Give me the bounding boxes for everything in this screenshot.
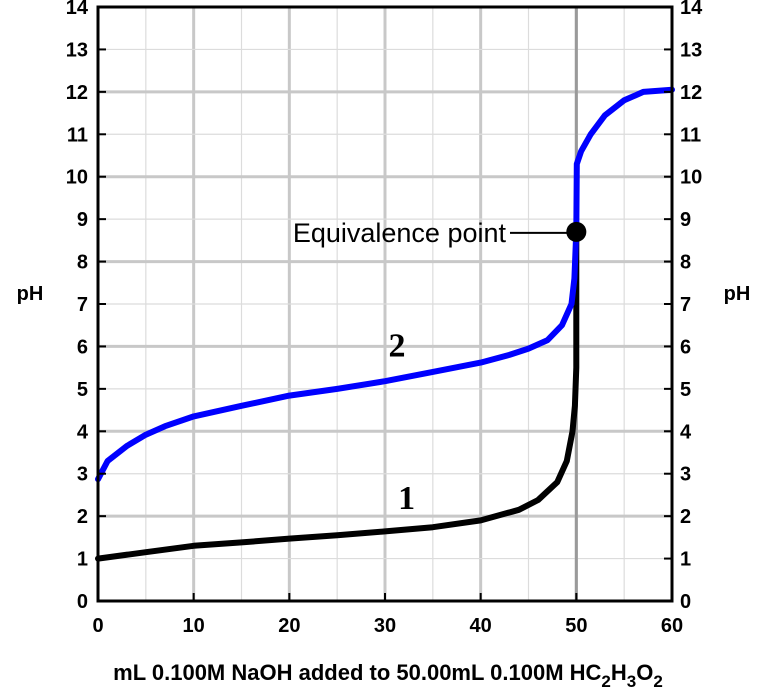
x-tick-label: 0 [92, 615, 103, 637]
y-tick-label-left: 5 [77, 379, 88, 401]
y-tick-label-left: 2 [77, 506, 88, 528]
y-tick-label-left: 3 [77, 464, 88, 486]
x-axis-label-h: H [611, 660, 627, 685]
y-tick-label-right: 5 [680, 379, 691, 401]
y-tick-label-right: 11 [680, 124, 701, 146]
grid [96, 5, 674, 603]
y-tick-label-left: 4 [77, 421, 89, 443]
y-tick-label-left: 0 [77, 591, 88, 613]
y-tick-label-left: 11 [67, 124, 88, 146]
x-axis-label-sub-2b: 2 [653, 672, 662, 691]
y-tick-label-right: 1 [680, 549, 691, 571]
y-tick-label-left: 12 [66, 82, 88, 104]
x-tick-label: 50 [565, 615, 587, 637]
x-axis-label-sub-2a: 2 [601, 672, 610, 691]
x-axis-label-sub-3: 3 [627, 672, 636, 691]
x-tick-label: 20 [278, 615, 300, 637]
x-axis-label-o: O [636, 660, 653, 685]
y-tick-label-right: 12 [680, 82, 702, 104]
y-tick-label-right: 14 [680, 0, 703, 19]
y-tick-label-right: 4 [680, 421, 692, 443]
y-tick-label-right: 13 [680, 39, 702, 61]
y-tick-label-left: 1 [77, 549, 88, 571]
y-tick-label-right: 6 [680, 336, 691, 358]
curve-label: 1 [398, 480, 415, 517]
x-tick-label: 30 [374, 615, 396, 637]
y-tick-label-right: 2 [680, 506, 691, 528]
y-tick-label-left: 13 [66, 39, 88, 61]
y-axis-label-left: pH [17, 283, 44, 305]
y-tick-label-left: 7 [77, 294, 88, 316]
y-tick-label-right: 9 [680, 209, 691, 231]
y-tick-label-right: 0 [680, 591, 691, 613]
y-tick-label-left: 14 [66, 0, 89, 19]
y-tick-label-left: 9 [77, 209, 88, 231]
x-axis-label-main: mL 0.100M NaOH added to 50.00mL 0.100M H… [113, 660, 601, 685]
y-tick-label-left: 10 [66, 167, 88, 189]
curve-2 [95, 86, 675, 483]
equivalence-point-marker [566, 221, 587, 242]
y-tick-label-right: 3 [680, 464, 691, 486]
x-tick-label: 10 [183, 615, 205, 637]
curve-labels: 12 [389, 327, 416, 517]
x-axis-label: mL 0.100M NaOH added to 50.00mL 0.100M H… [113, 660, 663, 691]
curve-label: 2 [389, 327, 406, 364]
x-tick-label: 60 [661, 615, 683, 637]
y-tick-label-right: 10 [680, 167, 702, 189]
y-axis-label-right: pH [724, 283, 751, 305]
y-tick-label-right: 7 [680, 294, 691, 316]
x-ticks: 0 10 20 30 40 50 60 [92, 593, 683, 637]
y-tick-label-left: 8 [77, 252, 88, 274]
y-tick-label-right: 8 [680, 252, 691, 274]
equivalence-annotation: Equivalence point [293, 218, 587, 248]
curve-1 [95, 228, 580, 562]
curves [95, 86, 675, 562]
y-tick-label-left: 6 [77, 336, 88, 358]
annotation-label: Equivalence point [293, 218, 507, 248]
x-tick-label: 40 [470, 615, 492, 637]
